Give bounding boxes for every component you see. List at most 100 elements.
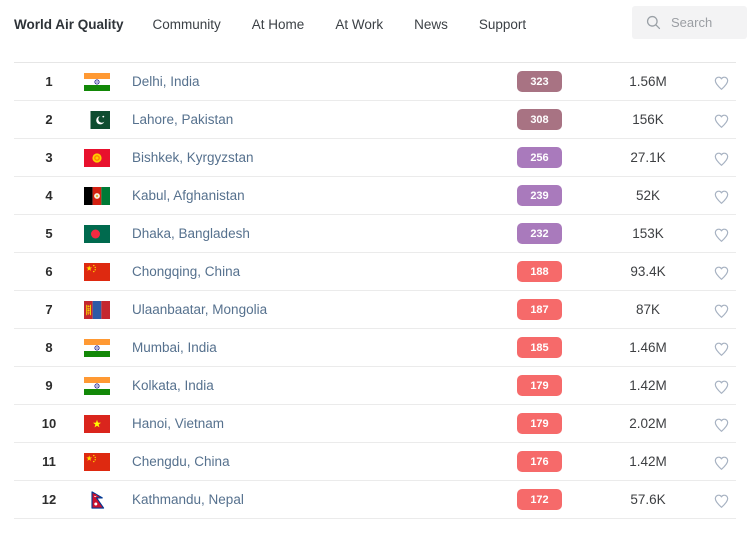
aqi-badge: 185: [517, 337, 562, 358]
top-navigation: World Air Quality Community At Home At Wor…: [0, 0, 750, 48]
rank-label: 12: [41, 492, 57, 507]
aqi-badge-cell: 232: [517, 223, 562, 244]
city-link[interactable]: Chongqing, China: [132, 264, 241, 279]
table-row[interactable]: 12 Kathmandu, Nepal 172 57.6K: [14, 481, 736, 519]
rank-label: 1: [45, 74, 53, 89]
flag-bangladesh-icon: [84, 224, 132, 243]
followers-count: 156K: [632, 112, 664, 127]
table-row[interactable]: 3 Bishkek, Kyrgyzstan 256 27.1K: [14, 139, 736, 177]
followers-count: 57.6K: [630, 492, 666, 507]
follow-heart-button[interactable]: [706, 339, 736, 357]
heart-icon: [712, 111, 731, 129]
aqi-badge-cell: 172: [517, 489, 562, 510]
nav-item-community[interactable]: Community: [152, 16, 221, 32]
city-link[interactable]: Mumbai, India: [132, 340, 217, 355]
followers-count: 1.46M: [629, 340, 667, 355]
table-row[interactable]: 7 Ulaanbaatar, Mongolia 187 87K: [14, 291, 736, 329]
nav-item-at-work[interactable]: At Work: [335, 16, 384, 32]
flag-kyrgyzstan-icon: [84, 148, 132, 167]
heart-icon: [712, 415, 731, 433]
follow-heart-button[interactable]: [706, 491, 736, 509]
follow-heart-button[interactable]: [706, 111, 736, 129]
follow-heart-button[interactable]: [706, 149, 736, 167]
flag-china-icon: [84, 452, 132, 471]
aqi-badge: 172: [517, 489, 562, 510]
rank-label: 8: [45, 340, 53, 355]
follow-heart-button[interactable]: [706, 263, 736, 281]
follow-heart-button[interactable]: [706, 377, 736, 395]
follow-heart-button[interactable]: [706, 187, 736, 205]
city-link[interactable]: Lahore, Pakistan: [132, 112, 234, 127]
table-row[interactable]: 6 Chongqing, China 188 93.4K: [14, 253, 736, 291]
city-link[interactable]: Kathmandu, Nepal: [132, 492, 244, 507]
rank-label: 2: [45, 112, 53, 127]
flag-nepal-icon: [84, 490, 132, 509]
follow-heart-button[interactable]: [706, 73, 736, 91]
heart-icon: [712, 377, 731, 395]
search-icon: [645, 14, 662, 31]
search-input[interactable]: [671, 15, 743, 30]
table-row[interactable]: 10 Hanoi, Vietnam 179 2.02M: [14, 405, 736, 443]
heart-icon: [712, 149, 731, 167]
city-link[interactable]: Kabul, Afghanistan: [132, 188, 245, 203]
rank-label: 6: [45, 264, 53, 279]
aqi-badge-cell: 179: [517, 375, 562, 396]
aqi-badge-cell: 179: [517, 413, 562, 434]
aqi-badge: 179: [517, 375, 562, 396]
aqi-badge: 232: [517, 223, 562, 244]
nav-item-news[interactable]: News: [414, 16, 448, 32]
rank-label: 10: [41, 416, 57, 431]
table-row[interactable]: 4 Kabul, Afghanistan 239 52K: [14, 177, 736, 215]
city-link[interactable]: Chengdu, China: [132, 454, 230, 469]
heart-icon: [712, 301, 731, 319]
aqi-badge-cell: 239: [517, 185, 562, 206]
aqi-badge: 176: [517, 451, 562, 472]
followers-count: 87K: [635, 302, 661, 317]
city-link[interactable]: Kolkata, India: [132, 378, 214, 393]
flag-india-icon: [84, 72, 132, 91]
nav-item-at-home[interactable]: At Home: [251, 16, 305, 32]
aqi-badge: 179: [517, 413, 562, 434]
city-link[interactable]: Delhi, India: [132, 74, 200, 89]
heart-icon: [712, 453, 731, 471]
city-link[interactable]: Ulaanbaatar, Mongolia: [132, 302, 268, 317]
table-row[interactable]: 2 Lahore, Pakistan 308 156K: [14, 101, 736, 139]
follow-heart-button[interactable]: [706, 453, 736, 471]
aqi-badge: 239: [517, 185, 562, 206]
follow-heart-button[interactable]: [706, 415, 736, 433]
heart-icon: [712, 263, 731, 281]
flag-afghanistan-icon: [84, 186, 132, 205]
heart-icon: [712, 187, 731, 205]
brand-title[interactable]: World Air Quality: [14, 16, 124, 32]
followers-count: 93.4K: [630, 264, 666, 279]
aqi-badge: 323: [517, 71, 562, 92]
flag-china-icon: [84, 262, 132, 281]
table-row[interactable]: 5 Dhaka, Bangladesh 232 153K: [14, 215, 736, 253]
follow-heart-button[interactable]: [706, 225, 736, 243]
rank-label: 5: [45, 226, 53, 241]
table-row[interactable]: 1 Delhi, India 323 1.56M: [14, 63, 736, 101]
city-link[interactable]: Hanoi, Vietnam: [132, 416, 225, 431]
rank-label: 3: [45, 150, 53, 165]
followers-count: 52K: [635, 188, 661, 203]
table-row[interactable]: 11 Chengdu, China 176 1.42M: [14, 443, 736, 481]
aqi-badge-cell: 188: [517, 261, 562, 282]
rank-label: 9: [45, 378, 53, 393]
city-link[interactable]: Dhaka, Bangladesh: [132, 226, 250, 241]
aqi-badge-cell: 176: [517, 451, 562, 472]
search-box[interactable]: [632, 6, 747, 39]
table-row[interactable]: 8 Mumbai, India 185 1.46M: [14, 329, 736, 367]
nav-item-support[interactable]: Support: [478, 16, 527, 32]
heart-icon: [712, 339, 731, 357]
table-row[interactable]: 9 Kolkata, India 179 1.42M: [14, 367, 736, 405]
aqi-badge-cell: 185: [517, 337, 562, 358]
aqi-badge: 187: [517, 299, 562, 320]
flag-pakistan-icon: [84, 110, 132, 129]
flag-india-icon: [84, 338, 132, 357]
followers-count: 2.02M: [629, 416, 667, 431]
city-link[interactable]: Bishkek, Kyrgyzstan: [132, 150, 254, 165]
follow-heart-button[interactable]: [706, 301, 736, 319]
aqi-badge-cell: 323: [517, 71, 562, 92]
followers-count: 153K: [632, 226, 664, 241]
rank-label: 4: [45, 188, 53, 203]
